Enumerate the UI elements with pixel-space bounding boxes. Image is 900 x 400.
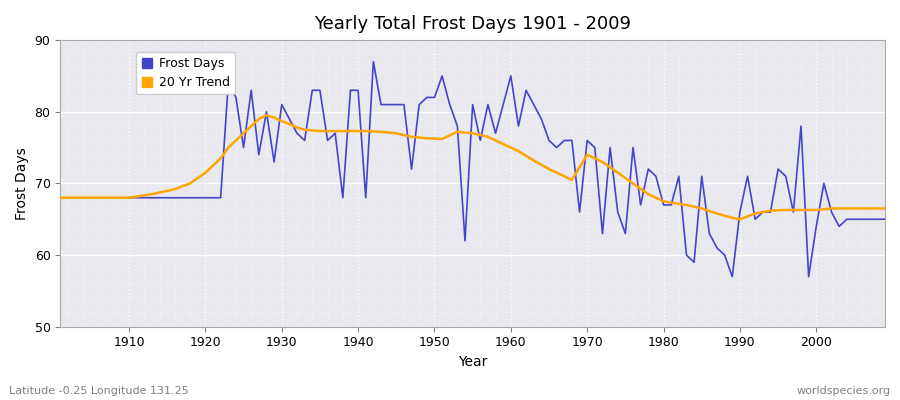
Title: Yearly Total Frost Days 1901 - 2009: Yearly Total Frost Days 1901 - 2009: [314, 15, 631, 33]
Text: Latitude -0.25 Longitude 131.25: Latitude -0.25 Longitude 131.25: [9, 386, 189, 396]
Text: worldspecies.org: worldspecies.org: [796, 386, 891, 396]
Y-axis label: Frost Days: Frost Days: [15, 147, 29, 220]
X-axis label: Year: Year: [458, 355, 487, 369]
Legend: Frost Days, 20 Yr Trend: Frost Days, 20 Yr Trend: [136, 52, 236, 94]
